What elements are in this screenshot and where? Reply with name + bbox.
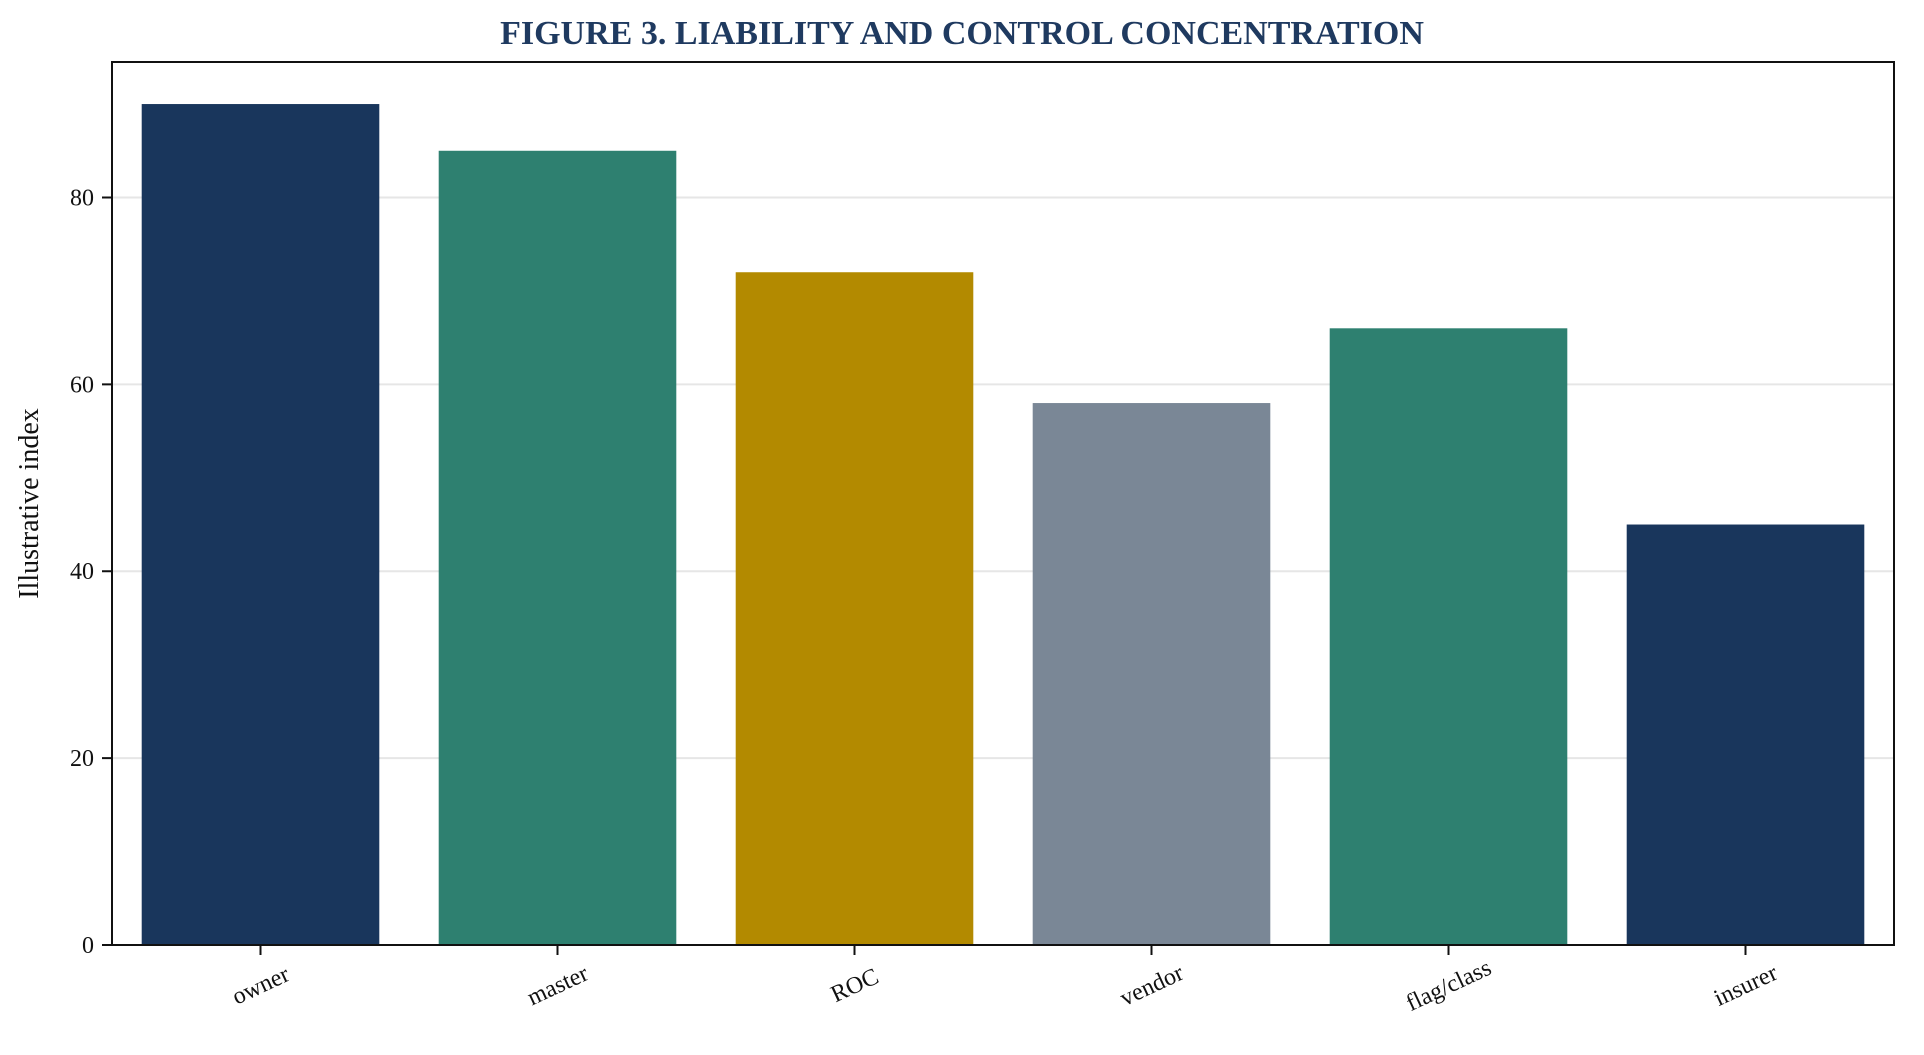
y-tick-label: 80 bbox=[70, 185, 94, 211]
x-tick-label: master bbox=[523, 961, 592, 1012]
x-axis: owner master ROC vendor flag/class insurer bbox=[228, 945, 1782, 1017]
y-axis: 0 20 40 60 80 bbox=[70, 185, 112, 959]
y-axis-label: Illustrative index bbox=[14, 408, 45, 599]
bar-flag-class bbox=[1329, 328, 1568, 945]
y-tick-label: 60 bbox=[70, 372, 94, 398]
bars bbox=[141, 104, 1865, 946]
chart-title: FIGURE 3. LIABILITY AND CONTROL CONCENTR… bbox=[500, 15, 1424, 52]
x-tick-label: flag/class bbox=[1402, 955, 1495, 1017]
x-tick-label: owner bbox=[228, 961, 293, 1010]
x-tick-label: insurer bbox=[1710, 960, 1781, 1012]
bar-roc bbox=[735, 272, 974, 945]
x-tick-label: vendor bbox=[1116, 960, 1187, 1012]
x-tick-label: ROC bbox=[827, 964, 883, 1008]
bar-insurer bbox=[1626, 524, 1865, 945]
bar-master bbox=[438, 150, 677, 945]
y-tick-label: 0 bbox=[82, 933, 94, 959]
y-tick-label: 40 bbox=[70, 559, 94, 585]
bar-vendor bbox=[1032, 403, 1271, 945]
plot-frame bbox=[111, 61, 1895, 946]
y-tick-label: 20 bbox=[70, 746, 94, 772]
bar-owner bbox=[141, 104, 380, 946]
